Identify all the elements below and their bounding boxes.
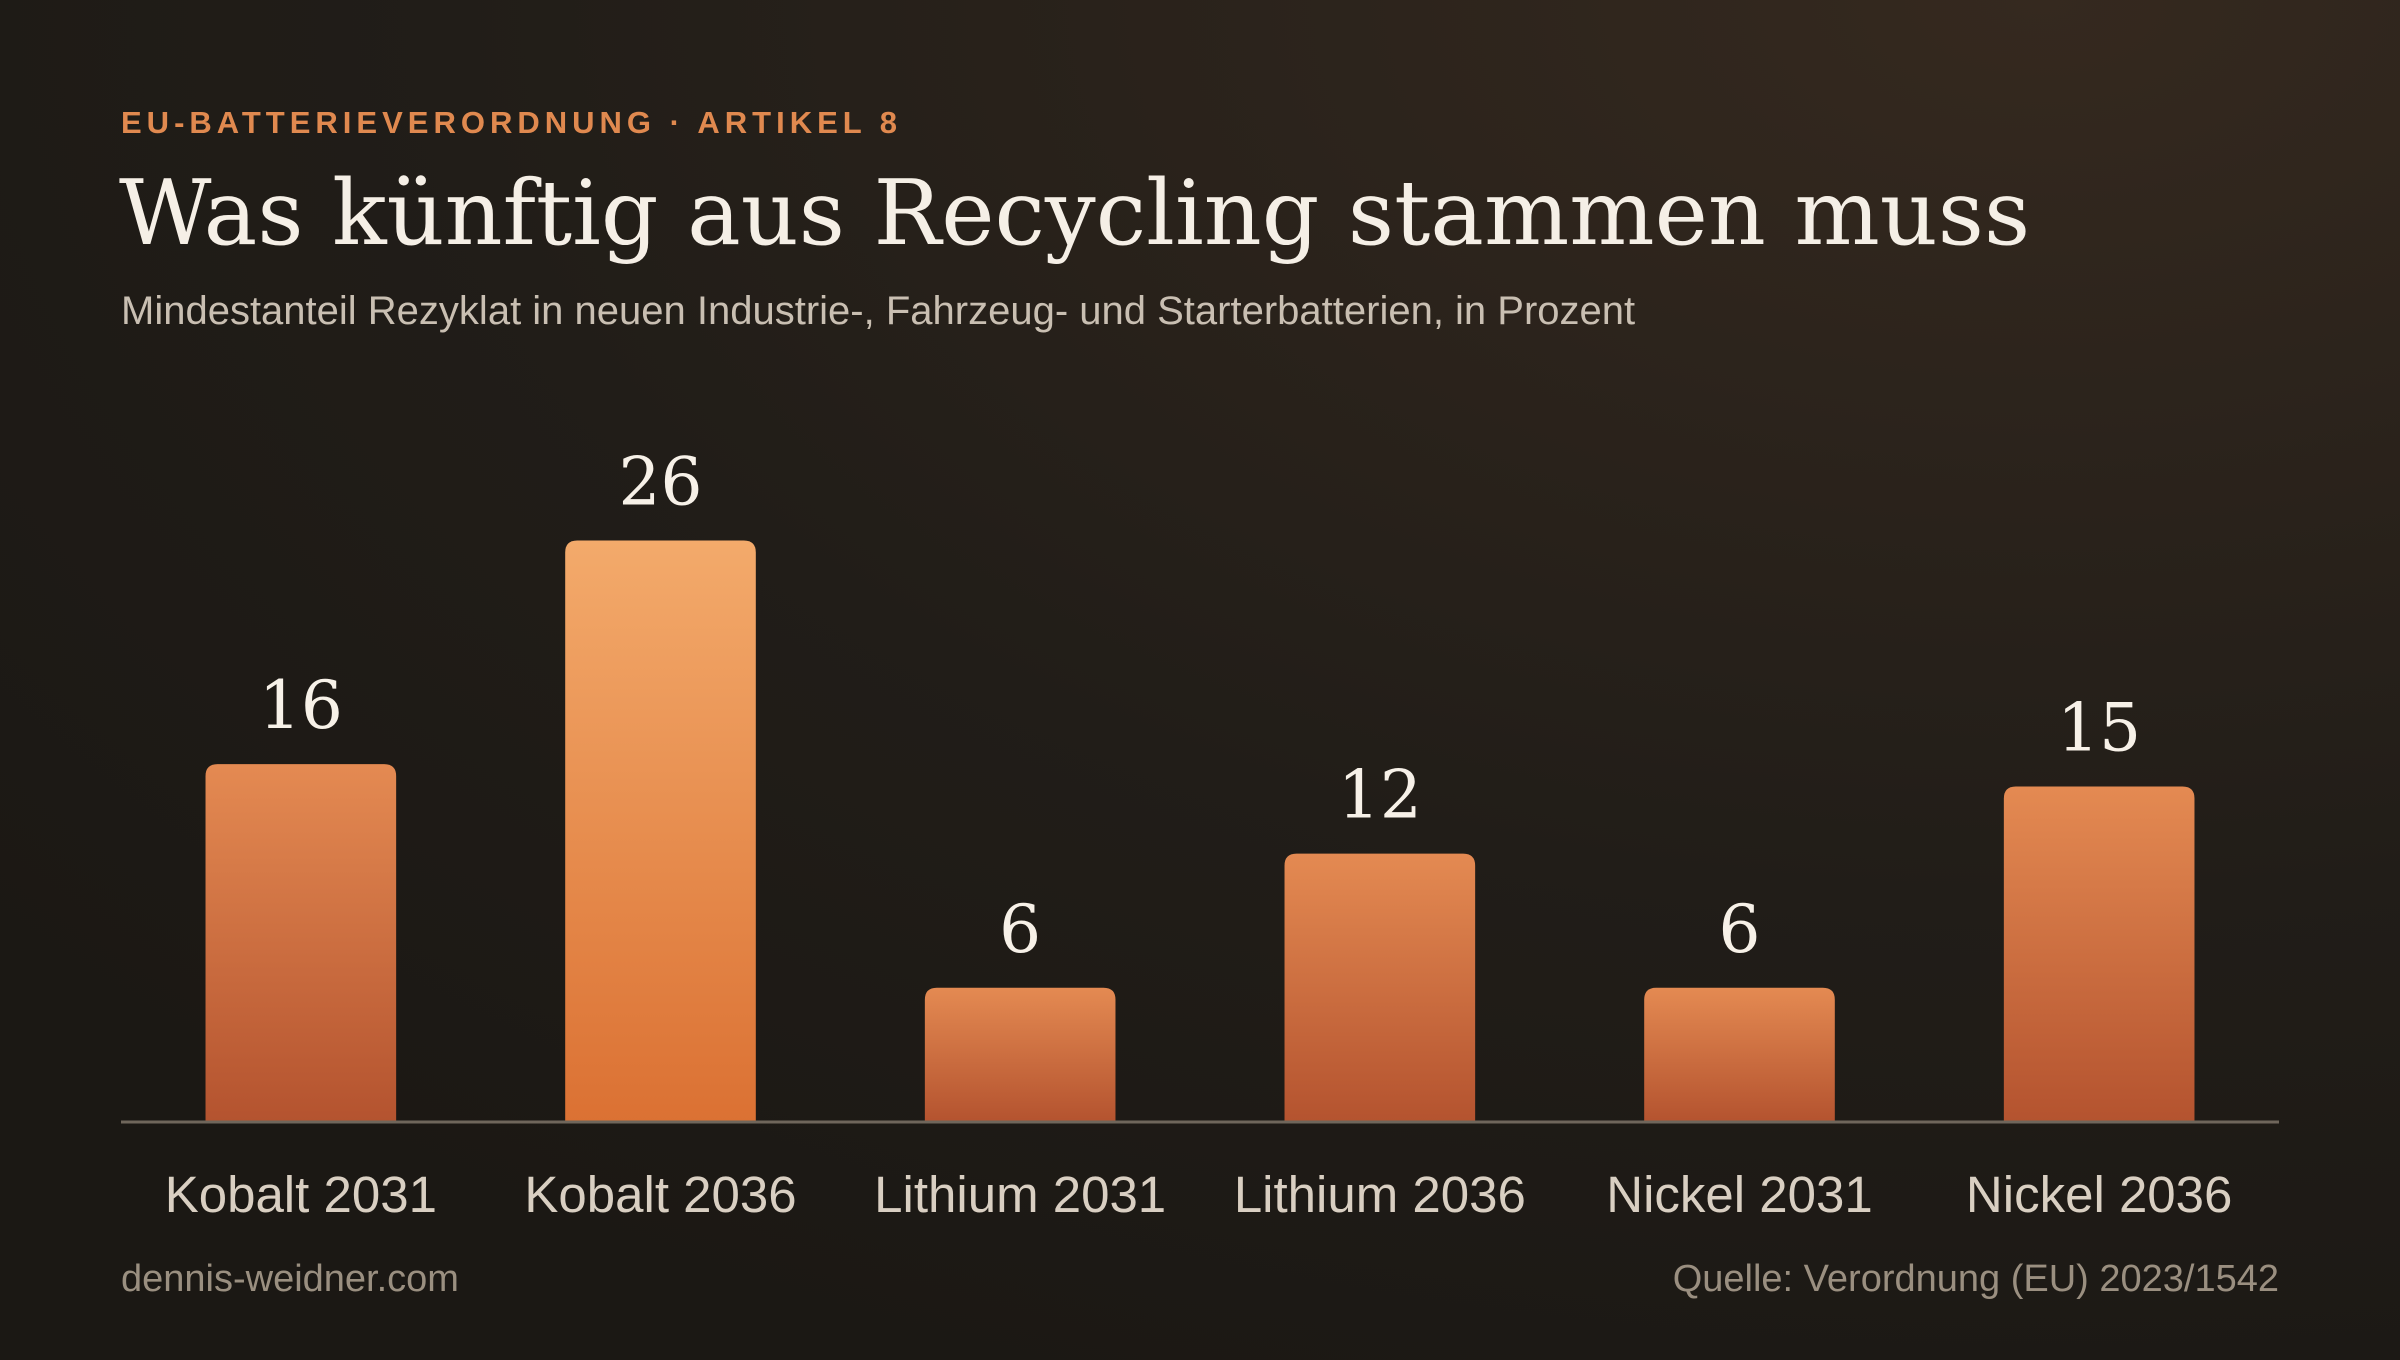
value-label: 6: [1719, 891, 1761, 968]
x-tick-label: Nickel 2036: [1966, 1166, 2232, 1223]
chart-subtitle: Mindestanteil Rezyklat in neuen Industri…: [121, 289, 1635, 333]
value-label: 15: [2057, 690, 2141, 767]
bar: [1644, 987, 1835, 1122]
x-tick-label: Kobalt 2031: [165, 1166, 437, 1223]
bar: [205, 764, 397, 1122]
bar: [924, 987, 1116, 1122]
plot: 16 Kobalt 2031 26 Kobalt 2036 6 Lithium 2031 1…: [121, 443, 2279, 1223]
bar: [2003, 786, 2195, 1122]
value-label: 16: [259, 667, 343, 744]
bar: [565, 540, 756, 1122]
footer-site: dennis-weidner.com: [121, 1258, 459, 1300]
value-label: 12: [1338, 757, 1422, 834]
x-tick-label: Kobalt 2036: [524, 1166, 796, 1223]
x-tick-label: Lithium 2036: [1234, 1166, 1526, 1223]
bar: [1284, 853, 1476, 1122]
eyebrow: EU-BATTERIEVERORDNUNG · ARTIKEL 8: [121, 105, 902, 140]
value-label: 26: [619, 443, 703, 520]
chart-title: Was künftig aus Recycling stammen muss: [119, 161, 2030, 266]
x-tick-label: Lithium 2031: [874, 1166, 1166, 1223]
value-label: 6: [999, 891, 1041, 968]
x-tick-label: Nickel 2031: [1606, 1166, 1872, 1223]
footer-source: Quelle: Verordnung (EU) 2023/1542: [1673, 1258, 2279, 1300]
